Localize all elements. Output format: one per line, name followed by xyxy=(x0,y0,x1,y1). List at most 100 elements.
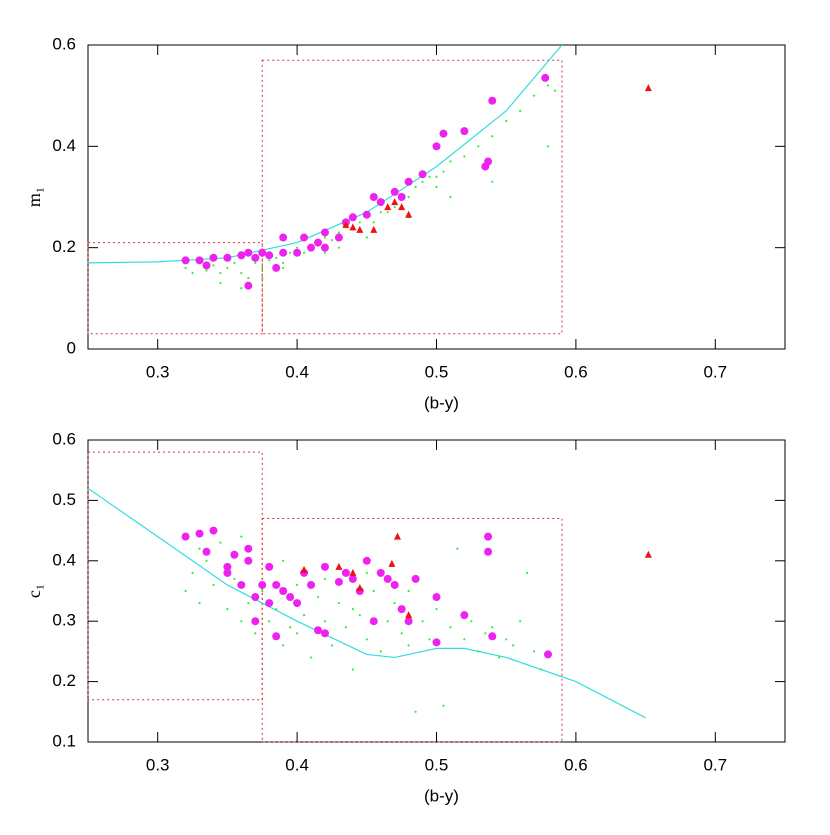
circle-point xyxy=(251,593,260,602)
dot-point xyxy=(275,608,278,611)
dot-point xyxy=(365,571,368,574)
y-tick-label: 0.3 xyxy=(52,611,76,630)
dot-point xyxy=(449,160,452,163)
x-tick-label: 0.3 xyxy=(146,755,170,774)
y-axis-label: c₁ xyxy=(24,584,44,598)
circle-point xyxy=(202,261,211,270)
circle-point xyxy=(439,129,448,138)
dot-point xyxy=(539,668,543,671)
circle-point xyxy=(223,568,232,577)
circle-point xyxy=(460,611,469,620)
circle-point xyxy=(544,650,553,659)
circle-point xyxy=(251,617,260,626)
y-tick-label: 0.1 xyxy=(52,731,76,750)
circle-point xyxy=(181,532,190,541)
circle-point xyxy=(265,251,274,260)
dot-point xyxy=(226,608,229,611)
dot-point xyxy=(484,632,487,635)
dot-point xyxy=(505,638,508,641)
dot-point xyxy=(254,632,257,635)
circle-point xyxy=(279,233,288,242)
dot-point xyxy=(205,559,208,562)
dot-point xyxy=(393,601,396,605)
x-tick-label: 0.4 xyxy=(285,362,309,381)
dot-point xyxy=(219,541,222,544)
triangle-point xyxy=(342,220,350,228)
y-tick-label: 0.2 xyxy=(52,671,76,690)
circle-point xyxy=(320,228,329,237)
dot-point xyxy=(546,145,550,148)
region-box xyxy=(261,59,563,335)
fit-line xyxy=(88,45,563,264)
circle-point xyxy=(488,96,497,105)
triangle-point xyxy=(388,559,396,567)
circle-point xyxy=(272,263,281,272)
circle-point xyxy=(376,568,385,577)
dot-point xyxy=(282,266,285,270)
circle-point xyxy=(432,142,441,151)
dot-point xyxy=(491,135,494,138)
dot-point xyxy=(491,626,494,629)
dot-point xyxy=(414,710,417,713)
dot-point xyxy=(421,620,424,623)
circle-point xyxy=(307,243,316,252)
dot-point xyxy=(191,571,194,574)
x-tick-label: 0.5 xyxy=(425,362,449,381)
circle-point xyxy=(265,599,274,608)
dot-point xyxy=(247,601,250,605)
dot-point xyxy=(282,559,285,562)
circle-point xyxy=(244,556,253,565)
dot-point xyxy=(372,221,375,224)
region-box xyxy=(87,242,263,335)
dot-point xyxy=(184,266,187,270)
dot-point xyxy=(296,632,299,635)
dot-point xyxy=(289,251,292,254)
dot-point xyxy=(386,211,389,214)
circle-point xyxy=(418,170,427,179)
circle-point xyxy=(286,593,295,602)
circle-point xyxy=(258,580,267,589)
circle-point xyxy=(348,574,357,583)
region-box xyxy=(261,518,563,743)
circle-point xyxy=(272,580,281,589)
triangle-point xyxy=(405,210,413,218)
dot-point xyxy=(275,256,278,259)
circle-point xyxy=(404,617,413,626)
dot-point xyxy=(351,668,354,671)
dot-point xyxy=(316,595,320,599)
dot-point xyxy=(532,94,536,97)
dot-point xyxy=(233,577,236,581)
circle-point xyxy=(279,587,288,595)
dot-point xyxy=(442,704,445,707)
circle-point xyxy=(209,253,218,262)
dot-point xyxy=(512,644,515,647)
dot-point xyxy=(546,84,550,87)
y-tick-label: 0.6 xyxy=(52,429,76,448)
dot-point xyxy=(505,119,508,123)
triangle-point xyxy=(644,550,652,558)
triangle-point xyxy=(393,532,401,540)
dot-point xyxy=(240,620,243,623)
dot-point xyxy=(358,221,361,224)
circle-point xyxy=(411,574,420,583)
circle-point xyxy=(320,243,329,252)
circle-point xyxy=(314,626,323,635)
circle-point xyxy=(230,550,239,559)
dot-point xyxy=(296,583,299,587)
x-axis-label: (b-y) xyxy=(424,393,459,412)
triangle-point xyxy=(370,225,378,233)
circle-point xyxy=(265,562,274,571)
dot-point xyxy=(240,535,243,538)
circle-point xyxy=(300,233,309,242)
dot-point xyxy=(344,626,347,629)
dot-point xyxy=(323,251,327,254)
triangle-point xyxy=(335,562,343,570)
circle-point xyxy=(390,187,399,196)
dot-point xyxy=(379,650,382,653)
triangle-point xyxy=(398,203,406,211)
dot-point xyxy=(365,236,368,239)
dot-point xyxy=(330,238,334,242)
dot-point xyxy=(532,650,536,653)
circle-point xyxy=(369,193,378,201)
